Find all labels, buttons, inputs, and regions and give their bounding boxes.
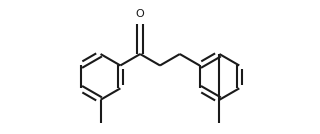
Text: O: O bbox=[136, 9, 145, 19]
